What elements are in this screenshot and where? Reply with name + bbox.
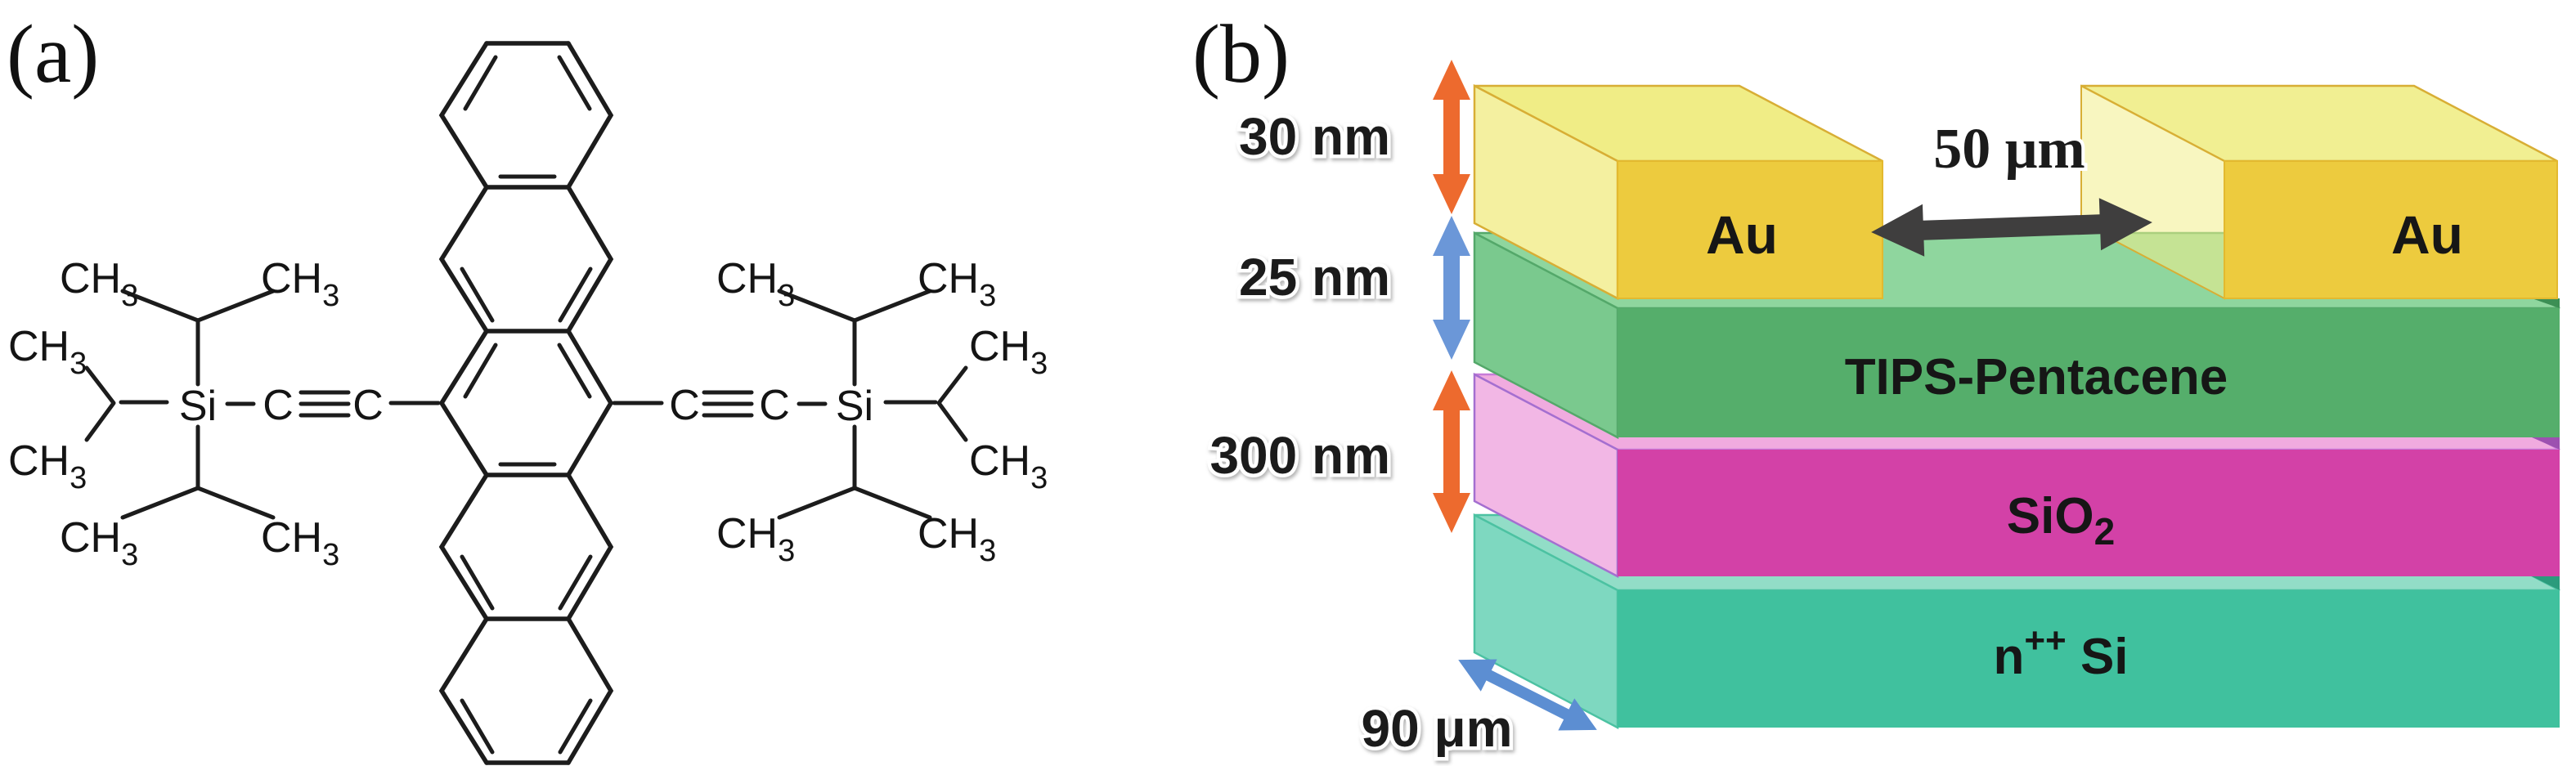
- methyl-label: CH3: [8, 437, 87, 495]
- methyl-label: CH3: [60, 255, 138, 313]
- carbon-label: C: [669, 382, 700, 429]
- arrow-30nm: [1433, 60, 1470, 214]
- tips-group-left: Si CH3 CH3 CH3 CH3 CH3 CH3: [8, 255, 339, 572]
- panel-b: (b): [1190, 0, 2576, 766]
- methyl-label: CH3: [261, 514, 339, 572]
- electrode-right-label: Au: [2391, 204, 2463, 265]
- silicon-label: Si: [179, 383, 217, 430]
- methyl-label: CH3: [918, 510, 996, 568]
- electrode-left-label: Au: [1706, 204, 1778, 265]
- pentacene-backbone: [438, 41, 614, 765]
- arrow-50um: [1871, 198, 2152, 257]
- arrow-25nm: [1433, 216, 1470, 360]
- silicon-label: Si: [836, 383, 873, 430]
- ethynyl-right: C C: [612, 382, 828, 429]
- electrode-left-front-face: [1617, 160, 1883, 299]
- semiconductor-thickness-label: 25 nm: [1239, 248, 1390, 307]
- oxide-thickness-label: 300 nm: [1209, 426, 1390, 485]
- substrate-front-face: [1618, 590, 2560, 728]
- methyl-label: CH3: [716, 255, 795, 313]
- methyl-label: CH3: [969, 323, 1048, 381]
- electrode-thickness-label: 30 nm: [1239, 107, 1390, 166]
- channel-length-label: 50 μm: [1933, 118, 2085, 181]
- oxide-front-face: [1618, 450, 2560, 576]
- semiconductor-label: TIPS-Pentacene: [1845, 349, 2228, 405]
- electrode-right-front-face: [2224, 160, 2558, 299]
- molecule-structure-drawing: (a) C C: [7, 8, 1048, 765]
- electrode-left: [1473, 83, 1883, 301]
- carbon-label: C: [352, 382, 384, 429]
- panel-a: (a) C C: [0, 0, 1190, 766]
- methyl-label: CH3: [918, 255, 996, 313]
- arrow-300nm: [1433, 370, 1470, 533]
- panel-b-label: (b): [1192, 8, 1290, 101]
- methyl-label: CH3: [60, 514, 138, 572]
- methyl-label: CH3: [969, 437, 1048, 495]
- oxide-end-cap: [2532, 437, 2560, 450]
- semiconductor-end-cap: [2532, 298, 2560, 308]
- methyl-label: CH3: [8, 323, 87, 381]
- methyl-label: CH3: [716, 510, 795, 568]
- semiconductor-front-face: [1618, 308, 2560, 437]
- electrode-right: [2080, 84, 2558, 300]
- channel-width-label: 90 μm: [1361, 699, 1512, 758]
- oxide-label: SiO2: [2007, 488, 2115, 553]
- substrate-label: n++ Si: [1993, 620, 2128, 685]
- device-stack-drawing: (b): [1192, 8, 2560, 762]
- arrow-90um: [1458, 659, 1597, 731]
- substrate-end-cap: [2532, 576, 2560, 590]
- ethynyl-left: C C: [225, 382, 441, 429]
- carbon-label: C: [263, 382, 294, 429]
- carbon-label: C: [759, 382, 790, 429]
- panel-a-label: (a): [7, 8, 99, 101]
- tips-group-right: Si CH3 CH3 CH3 CH3 CH3 CH3: [716, 255, 1048, 568]
- methyl-label: CH3: [261, 255, 339, 313]
